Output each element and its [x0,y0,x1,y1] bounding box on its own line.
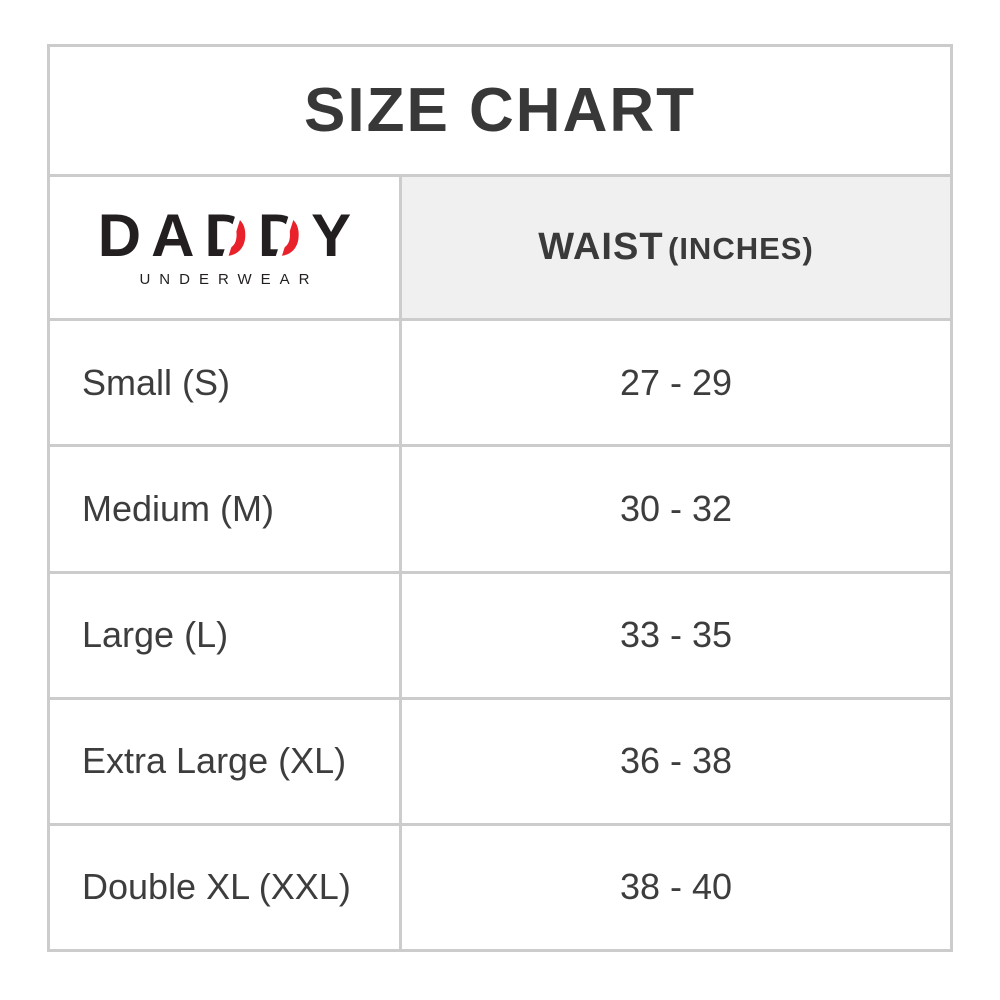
size-label: Extra Large (XL) [47,696,402,826]
logo-letter: A [151,202,195,270]
table-row: Double XL (XXL) 38 - 40 [47,822,953,953]
logo-letter: Y [311,202,352,270]
size-label: Medium (M) [47,444,402,574]
waist-header-label: WAIST [538,226,664,269]
table-row: Small (S) 27 - 29 [47,318,953,448]
waist-header-cell: WAIST (INCHES) [399,174,953,322]
waist-header-unit: (INCHES) [668,231,814,267]
table-row: Medium (M) 30 - 32 [47,444,953,574]
table-row: Large (L) 33 - 35 [47,570,953,700]
waist-value: 27 - 29 [399,318,953,448]
logo-letter: D [97,202,142,270]
brand-subtitle: UNDERWEAR [139,271,319,289]
waist-value: 36 - 38 [399,696,953,826]
size-label: Double XL (XXL) [47,822,402,953]
title-row: SIZE CHART [47,43,953,178]
size-label: Large (L) [47,570,402,700]
waist-value: 38 - 40 [399,822,953,953]
size-label: Small (S) [47,318,402,448]
table-row: Extra Large (XL) 36 - 38 [47,696,953,826]
page-title: SIZE CHART [47,43,953,178]
waist-value: 30 - 32 [399,444,953,574]
waist-value: 33 - 35 [399,570,953,700]
